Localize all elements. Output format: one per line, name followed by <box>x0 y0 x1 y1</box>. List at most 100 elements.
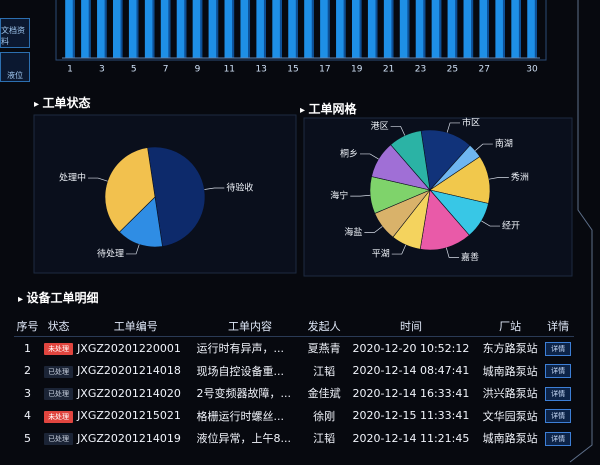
table-cell: 详情 <box>542 405 574 428</box>
x-tick-label: 17 <box>319 65 330 75</box>
table-cell: 江韬 <box>313 364 336 378</box>
section-title: 工单网格 <box>300 100 357 117</box>
bar <box>272 0 282 58</box>
table-cell: 4 <box>24 409 32 423</box>
bar-side <box>407 0 410 58</box>
table-row: 3 已处理 JXGZ20201214020 2号变频器故障，... 金佳斌 2020-12… <box>14 382 574 405</box>
bar <box>81 0 91 58</box>
header-cell: 详情 <box>542 316 574 337</box>
bar-side <box>295 0 298 59</box>
bar <box>144 0 155 58</box>
table-cell: 详情 <box>542 427 574 450</box>
bar <box>192 0 203 58</box>
table-cell: 2020-12-14 08:47:41 <box>352 364 470 378</box>
status-badge: 未处理 <box>44 410 74 423</box>
bar-side <box>216 0 219 58</box>
bar-side <box>248 0 251 58</box>
bar <box>224 0 235 58</box>
nav-item[interactable]: 液位 <box>0 52 30 82</box>
detail-button[interactable]: 详情 <box>545 364 572 379</box>
bar <box>431 0 442 58</box>
pie-slice <box>390 130 431 191</box>
table-row: 5 已处理 JXGZ20201214019 液位异常，上午8... 江韬 2020-12-… <box>14 427 574 450</box>
table-cell: 东方路泵站 <box>482 342 538 356</box>
bar-side <box>359 0 362 58</box>
bar-side <box>168 0 171 58</box>
header-cell: 厂站 <box>478 316 543 337</box>
bar <box>160 0 171 58</box>
table-cell: JXGZ20201214019 <box>77 431 181 445</box>
table-cell: 文华园泵站 <box>482 409 538 423</box>
table-cell: 2号变频器故障，... <box>196 387 292 401</box>
status-badge: 已处理 <box>44 365 74 378</box>
status-badge: 未处理 <box>44 343 74 356</box>
slice-label: 待处理 <box>97 247 124 259</box>
bar <box>288 0 298 59</box>
table-cell: 城南路泵站 <box>482 364 538 378</box>
x-tick-label: 5 <box>131 65 137 75</box>
table-cell: 2020-12-14 16:33:41 <box>352 386 470 400</box>
table-cell: 金佳斌 <box>307 387 341 401</box>
x-tick-label: 7 <box>163 65 169 75</box>
bar-side <box>200 0 203 58</box>
bar-side <box>88 0 91 58</box>
table-cell: 夏燕青 <box>307 342 341 356</box>
leader-line <box>204 187 225 190</box>
table-cell: 徐刚 <box>313 409 336 423</box>
table-cell: 2 <box>24 364 32 378</box>
header-cell: 工单编号 <box>76 316 196 337</box>
table-cell: 2020-12-15 11:33:41 <box>352 409 470 423</box>
slice-label: 秀洲 <box>511 171 529 183</box>
header-cell: 工单内容 <box>195 316 305 337</box>
bar-side <box>391 0 394 58</box>
detail-button[interactable]: 详情 <box>545 341 572 356</box>
detail-button[interactable]: 详情 <box>545 386 572 401</box>
leader-line <box>360 153 379 160</box>
bar <box>415 0 426 58</box>
nav-item[interactable]: 文档资料 <box>0 18 30 48</box>
bar-side <box>263 0 266 58</box>
bar-side <box>104 0 107 58</box>
table-cell: 2020-12-20 10:52:12 <box>352 341 470 355</box>
detail-button[interactable]: 详情 <box>545 431 572 446</box>
bar <box>447 0 458 59</box>
bar <box>463 0 474 59</box>
bar <box>240 0 251 58</box>
x-tick-label: 3 <box>99 65 105 75</box>
bar <box>495 0 505 58</box>
slice-label: 港区 <box>371 120 389 132</box>
bar-side <box>534 0 537 59</box>
bar <box>336 0 346 59</box>
table-cell: 洪兴路泵站 <box>482 387 538 401</box>
leader-line <box>488 177 509 180</box>
x-tick-label: 11 <box>224 65 235 75</box>
x-tick-label: 27 <box>479 65 490 75</box>
slice-label: 处理中 <box>59 172 86 184</box>
x-tick-label: 13 <box>255 65 266 75</box>
slice-label: 待验收 <box>226 182 253 194</box>
bar <box>479 0 490 58</box>
table-cell: 详情 <box>542 382 574 405</box>
bar-side <box>72 0 75 58</box>
x-tick-label: 1 <box>67 65 73 75</box>
section-title: 工单状态 <box>34 94 91 111</box>
table-cell: 江韬 <box>313 432 336 446</box>
chart-frame <box>55 0 547 61</box>
table-cell: 已处理 <box>41 382 76 405</box>
detail-button[interactable]: 详情 <box>545 409 572 424</box>
bar-side <box>327 0 330 58</box>
table-cell: JXGZ20201214018 <box>77 364 181 378</box>
leader-line <box>481 220 500 227</box>
table-cell: 运行时有异声，... <box>196 342 285 356</box>
table-row: 2 已处理 JXGZ20201214018 现场自控设备重... 江韬 2020-12-1… <box>14 360 574 383</box>
frame <box>569 0 593 463</box>
slice-label: 市区 <box>462 116 480 128</box>
table-cell: 已处理 <box>41 427 76 450</box>
bar-side <box>343 0 346 59</box>
table-cell: JXGZ20201220001 <box>77 341 181 355</box>
table-cell: 详情 <box>542 337 574 360</box>
bar-side <box>120 0 123 58</box>
slice-label: 海盐 <box>344 226 362 238</box>
bar-side <box>471 0 474 59</box>
